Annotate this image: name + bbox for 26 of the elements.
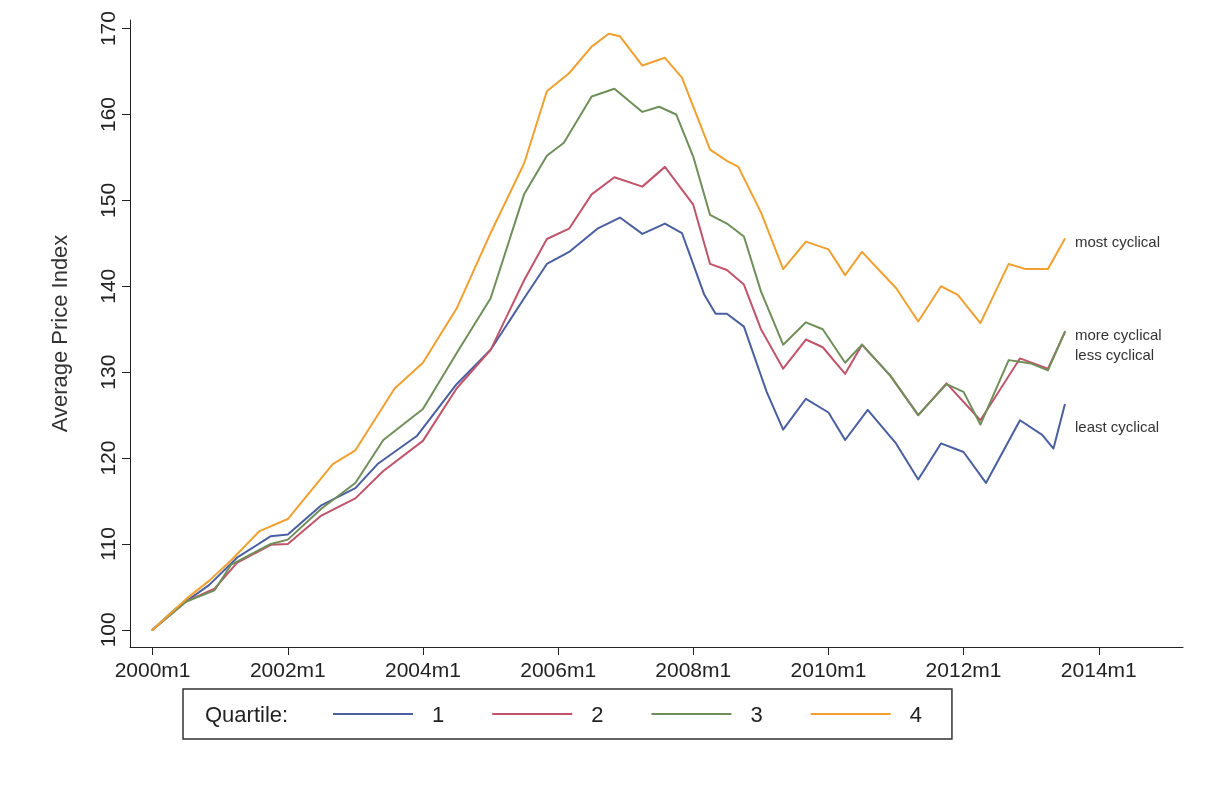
legend-label: 1 xyxy=(432,701,445,727)
y-tick-label: 170 xyxy=(96,11,119,47)
annotation: most cyclical xyxy=(1075,232,1161,250)
annotation: least cyclical xyxy=(1075,417,1160,435)
x-tick-label: 2008m1 xyxy=(655,658,732,681)
y-axis-title: Average Price Index xyxy=(46,234,72,433)
legend-label: 3 xyxy=(750,701,763,727)
x-tick-label: 2006m1 xyxy=(520,658,597,681)
y-tick-label: 110 xyxy=(96,527,119,561)
y-tick-label: 100 xyxy=(96,612,119,648)
y-tick-label: 120 xyxy=(96,440,119,476)
x-tick-label: 2014m1 xyxy=(1060,658,1137,681)
legend-label: 2 xyxy=(591,701,604,727)
x-tick-label: 2004m1 xyxy=(384,658,461,681)
y-tick-label: 130 xyxy=(96,354,119,390)
y-tick-label: 150 xyxy=(96,182,119,218)
annotation: more cyclical xyxy=(1075,325,1162,343)
annotation: less cyclical xyxy=(1075,345,1155,363)
y-tick-label: 160 xyxy=(96,96,119,132)
x-tick-label: 2010m1 xyxy=(790,658,867,681)
y-tick-label: 140 xyxy=(96,268,119,304)
x-tick-label: 2002m1 xyxy=(249,658,326,681)
legend-label: 4 xyxy=(909,701,922,727)
x-tick-label: 2012m1 xyxy=(925,658,1002,681)
x-tick-label: 2000m1 xyxy=(114,658,191,681)
legend-title: Quartile: xyxy=(205,701,289,727)
